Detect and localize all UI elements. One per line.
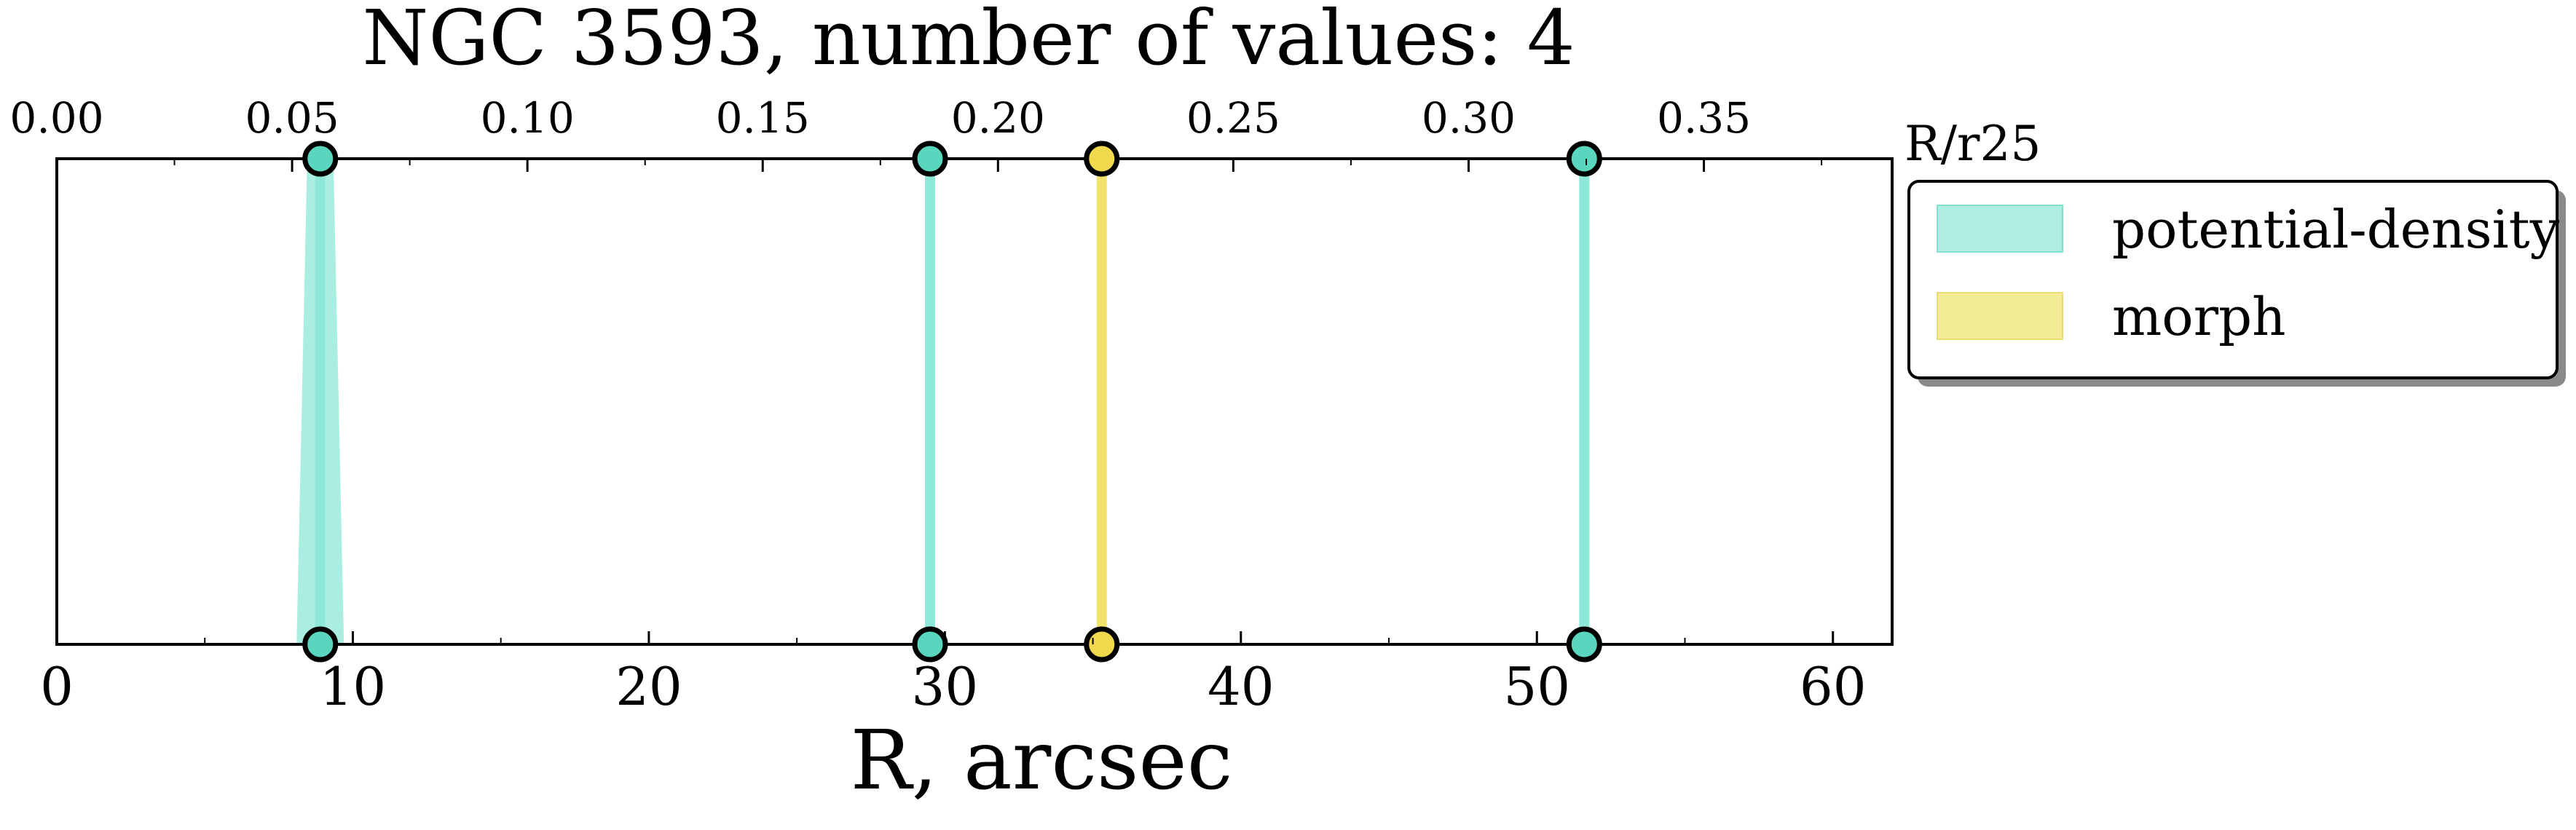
- x-tick-label-1: 10: [320, 656, 387, 717]
- x2-axis: 0.00 0.05 0.10 0.15 0.20 0.25 0.30 0.35: [9, 93, 1823, 172]
- value-marker-0-1-bottom: [912, 626, 948, 663]
- x2-tick-label-7: 0.35: [1657, 93, 1751, 143]
- value-marker-0-0-top: [302, 141, 339, 177]
- legend-label-morph: morph: [2112, 286, 2286, 347]
- x2-tick-label-4: 0.20: [951, 93, 1045, 143]
- value-marker-0-0-bottom: [302, 626, 339, 663]
- value-marker-1-0-bottom: [1084, 626, 1120, 663]
- x-axis: 0 10 20 30 40 50 60: [40, 631, 1867, 717]
- x-axis-label: R, arcsec: [850, 714, 1232, 808]
- value-marker-0-2-bottom: [1566, 626, 1602, 663]
- x-tick-label-5: 50: [1503, 656, 1570, 717]
- x-tick-label-6: 60: [1800, 656, 1867, 717]
- x-tick-label-4: 40: [1208, 656, 1275, 717]
- series-layer: [296, 159, 1590, 644]
- x2-tick-label-1: 0.05: [245, 93, 339, 143]
- chart-title: NGC 3593, number of values: 4: [362, 0, 1575, 82]
- legend: potential-density morph: [1907, 180, 2566, 387]
- x2-tick-label-0: 0.00: [9, 93, 103, 143]
- x2-tick-label-3: 0.15: [716, 93, 810, 143]
- x2-axis-label: R/r25: [1905, 116, 2041, 172]
- x2-tick-label-6: 0.30: [1422, 93, 1516, 143]
- x-tick-label-2: 20: [615, 656, 682, 717]
- value-marker-1-0-top: [1084, 141, 1120, 177]
- plot-frame: [55, 157, 1894, 646]
- legend-label-potential-density: potential-density: [2112, 199, 2560, 260]
- marker-layer: [302, 141, 1602, 663]
- legend-box: [1907, 180, 2559, 379]
- x2-tick-label-5: 0.25: [1186, 93, 1280, 143]
- x-tick-label-0: 0: [40, 656, 74, 717]
- legend-swatch-potential-density: [1937, 205, 2063, 253]
- value-marker-0-1-top: [912, 141, 948, 177]
- value-marker-0-2-top: [1566, 141, 1602, 177]
- x2-tick-label-2: 0.10: [481, 93, 575, 143]
- legend-swatch-morph: [1937, 292, 2063, 340]
- x-tick-label-3: 30: [912, 656, 979, 717]
